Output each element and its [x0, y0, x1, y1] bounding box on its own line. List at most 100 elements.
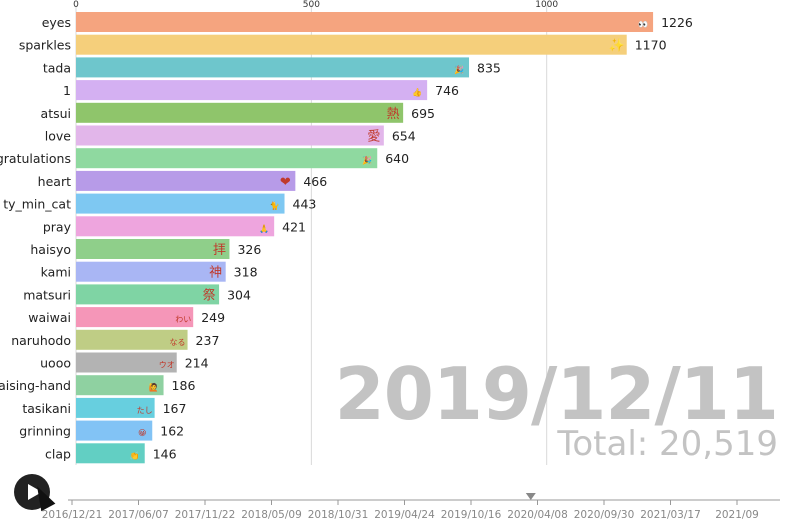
timeline-label: 2020/04/08 [507, 509, 568, 521]
bar [76, 307, 194, 328]
bar [76, 148, 378, 169]
category-label: aising-hand [0, 378, 71, 393]
value-label: 695 [411, 106, 435, 121]
thumbs-up-icon: 👍 [412, 87, 422, 97]
category-label: atsui [41, 106, 71, 121]
timeline-label: 2017/11/22 [175, 509, 236, 521]
bar [76, 329, 188, 350]
x-tick-label: 0 [73, 0, 79, 10]
bar [76, 375, 164, 396]
waiwai-icon: わい [175, 315, 191, 324]
bar [76, 284, 220, 305]
tada-icon: 🎉 [454, 64, 464, 74]
kami-icon: 神 [209, 266, 222, 281]
category-label: matsuri [23, 287, 71, 302]
current-date: 2019/12/11 [334, 352, 779, 436]
sparkles-icon: ✨ [609, 38, 625, 54]
value-label: 167 [163, 401, 187, 416]
eyes-icon: 👀 [638, 20, 648, 29]
love-icon: 愛 [367, 130, 380, 145]
bar [76, 261, 226, 282]
bar [76, 193, 285, 214]
pray-icon: 🙏 [259, 224, 269, 233]
bar [76, 397, 155, 418]
haisyo-icon: 拝 [213, 243, 226, 258]
category-label: ty_min_cat [3, 197, 71, 212]
play-button[interactable] [14, 474, 50, 510]
category-label: uooo [40, 356, 71, 371]
value-label: 146 [153, 446, 177, 461]
bar [76, 443, 145, 464]
bar-chart: 0 500 1000 eyes 👀 1226 sparkles ✨ 1170 tada 🎉 835 1… [0, 0, 693, 465]
value-label: 1170 [635, 38, 667, 53]
timeline-label: 2018/10/31 [308, 509, 369, 521]
tasikani-icon: たし [137, 406, 153, 415]
bar [76, 102, 404, 123]
category-label: kami [41, 265, 71, 280]
timeline-label: 2016/12/21 [42, 509, 103, 521]
timeline-label: 2019/10/16 [441, 509, 502, 521]
bar [76, 12, 654, 32]
x-tick-label: 500 [303, 0, 320, 10]
category-label: naruhodo [11, 333, 71, 348]
category-label: sparkles [19, 38, 71, 53]
naruhodo-icon: なる [170, 338, 186, 347]
value-label: 214 [185, 356, 209, 371]
value-label: 835 [477, 60, 501, 75]
value-label: 304 [227, 287, 251, 302]
x-tick-label: 1000 [535, 0, 558, 10]
uooo-icon: ウオ [159, 361, 175, 370]
bar [76, 239, 230, 259]
category-label: pray [43, 219, 72, 234]
timeline-label: 2017/06/07 [108, 509, 169, 521]
timeline-label: 2021/09 [715, 509, 759, 521]
value-label: 326 [237, 242, 261, 257]
atsui-icon: 熱 [387, 107, 400, 122]
bar [76, 34, 627, 55]
cat-icon: 🐈 [270, 201, 280, 211]
category-label: clap [45, 446, 71, 461]
bar-layer: eyes 👀 1226 sparkles ✨ 1170 tada 🎉 835 1 👍 746 atsui… [0, 12, 693, 464]
timeline[interactable]: 2016/12/21 2017/06/07 2017/11/22 2018/05/09… [0, 488, 786, 522]
total-count: Total: 20,519 [557, 424, 778, 464]
bar [76, 352, 177, 373]
bar [76, 125, 384, 146]
value-label: 249 [201, 310, 225, 325]
category-label: tada [43, 60, 71, 75]
category-label: 1 [63, 83, 71, 98]
value-label: 162 [160, 424, 184, 439]
matsuri-icon: 祭 [203, 288, 216, 303]
bar [76, 420, 153, 441]
category-label: grinning [19, 424, 71, 439]
bar [76, 216, 275, 237]
value-label: 443 [293, 197, 317, 212]
value-label: 746 [435, 83, 459, 98]
value-label: 640 [385, 151, 409, 166]
timeline-label: 2018/05/09 [241, 509, 302, 521]
clap-icon: 👏 [130, 450, 140, 460]
category-label: haisyo [30, 242, 71, 257]
bar [76, 57, 470, 78]
category-label: eyes [42, 15, 71, 30]
tada-icon: 🎉 [362, 155, 372, 165]
value-label: 318 [234, 265, 258, 280]
value-label: 421 [282, 219, 306, 234]
timeline-label: 2019/04/24 [374, 509, 435, 521]
value-label: 237 [196, 333, 220, 348]
timeline-label: 2021/03/17 [640, 509, 701, 521]
category-label: waiwai [28, 310, 71, 325]
value-label: 466 [303, 174, 327, 189]
raising-hand-icon: 🙋 [149, 382, 159, 392]
heart-icon: ❤ [280, 175, 291, 190]
bar [76, 170, 296, 191]
timeline-label: 2020/09/30 [574, 509, 635, 521]
value-label: 654 [392, 129, 416, 144]
category-label: gratulations [0, 151, 71, 166]
value-label: 186 [172, 378, 196, 393]
grinning-icon: 😀 [138, 429, 146, 438]
timeline-marker[interactable] [525, 493, 536, 500]
category-label: tasikani [22, 401, 71, 416]
value-label: 1226 [661, 15, 693, 30]
category-label: love [45, 129, 72, 144]
bar [76, 80, 428, 101]
